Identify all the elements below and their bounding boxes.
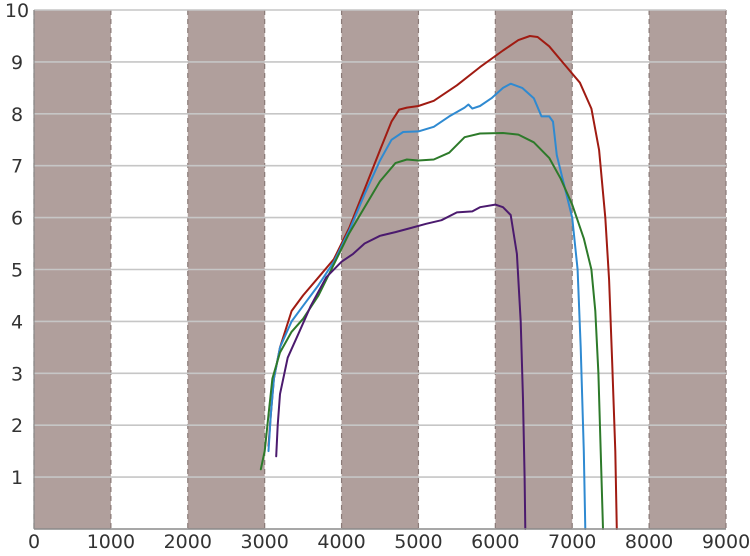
- y-tick-label: 10: [5, 0, 29, 22]
- series-line-1: [267, 35, 618, 530]
- x-tick-label: 9000: [702, 531, 750, 553]
- x-tick-label: 7000: [548, 531, 596, 553]
- y-tick-label: 4: [11, 311, 23, 333]
- x-tick-label: 6000: [471, 531, 519, 553]
- x-tick-label: 5000: [394, 531, 442, 553]
- y-tick-label: 2: [11, 415, 23, 437]
- series-line-4: [275, 203, 527, 530]
- x-tick-label: 4000: [317, 531, 365, 553]
- y-tick-label: 1: [11, 467, 23, 489]
- x-tick-label: 1000: [87, 531, 135, 553]
- series-line-3: [259, 132, 604, 530]
- axes: [33, 10, 726, 530]
- x-tick-label: 2000: [164, 531, 212, 553]
- y-tick-label: 7: [11, 156, 23, 178]
- y-tick-label: 8: [11, 104, 23, 126]
- y-tick-label: 6: [11, 208, 23, 230]
- x-tick-label: 8000: [625, 531, 673, 553]
- x-tick-label: 0: [28, 531, 40, 553]
- y-tick-label: 9: [11, 52, 23, 74]
- y-tick-label: 3: [11, 363, 23, 385]
- series-line-2: [267, 82, 587, 530]
- grid-lines: [34, 9, 726, 478]
- y-tick-label: 5: [11, 260, 23, 282]
- series-lines: [259, 35, 618, 530]
- tick-labels: 0 1000 2000 3000 4000 5000 6000 7000 8000 9000 1 2 3…: [5, 0, 750, 553]
- x-tick-label: 3000: [240, 531, 288, 553]
